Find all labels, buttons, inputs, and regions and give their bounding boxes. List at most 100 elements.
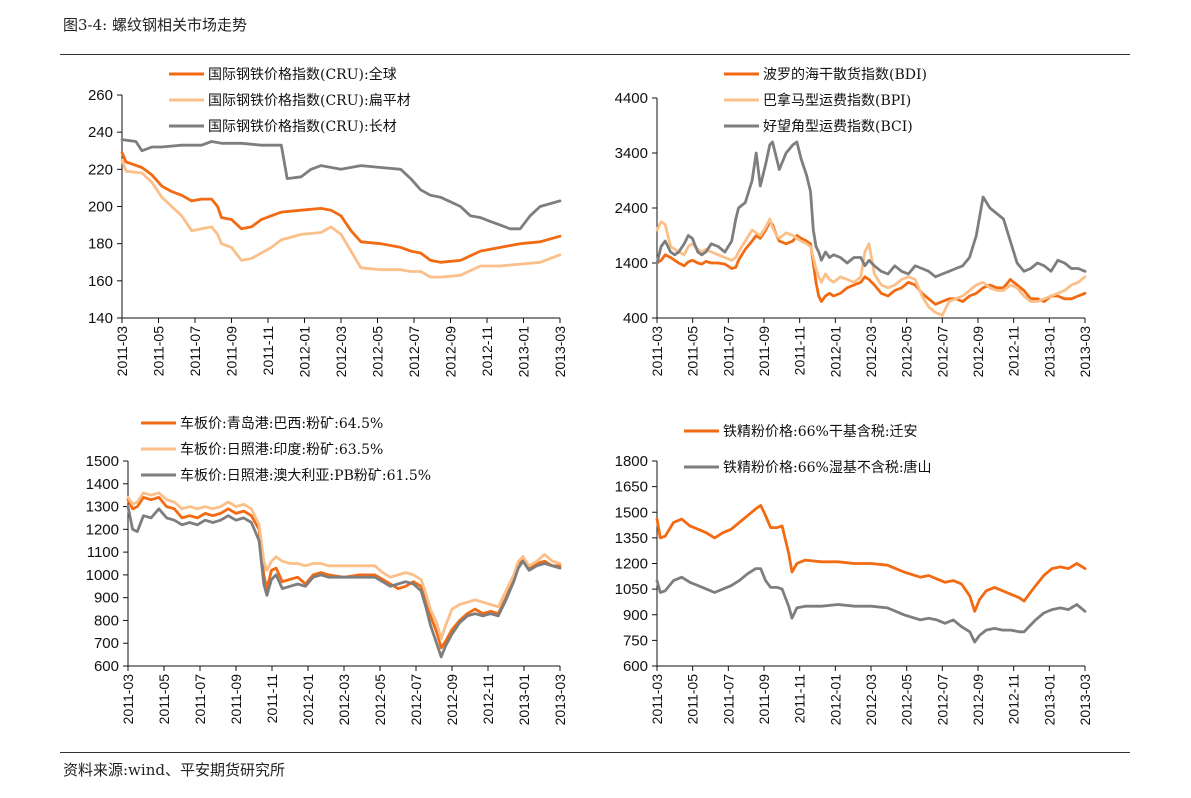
y-tick-label: 900 xyxy=(94,590,119,607)
x-tick-label: 2011-03 xyxy=(114,326,130,377)
x-tick-label: 2011-03 xyxy=(120,674,136,725)
y-tick-label: 1500 xyxy=(615,504,648,521)
chart-3: 600 700 800 900 1000 1100 1200 1300 1400 1500 2011… xyxy=(86,415,568,725)
series-line-3 xyxy=(120,138,562,231)
x-tick-label: 2013-03 xyxy=(1077,326,1093,378)
y-tick-label: 800 xyxy=(94,612,119,629)
y-tick-label: 1650 xyxy=(615,479,648,496)
x-tick-label: 2012-09 xyxy=(443,326,459,378)
x-tick-label: 2013-01 xyxy=(516,326,532,378)
x-tick-label: 2012-11 xyxy=(1006,326,1022,377)
x-tick-label: 2011-07 xyxy=(720,674,736,725)
x-tick-label: 2013-01 xyxy=(1041,674,1057,726)
y-tick-label: 240 xyxy=(88,124,113,141)
legend-label: 车板价:日照港:印度:粉矿:63.5% xyxy=(180,441,383,458)
x-tick-label: 2013-03 xyxy=(552,326,568,378)
x-tick-label: 2012-03 xyxy=(333,326,349,378)
x-tick-label: 2012-07 xyxy=(406,326,422,378)
y-tick-label: 1500 xyxy=(86,453,119,470)
figure-title: 图3-4: 螺纹钢相关市场走势 xyxy=(63,16,247,34)
legend-label: 车板价:青岛港:巴西:粉矿:64.5% xyxy=(180,415,383,432)
x-tick-label: 2012-01 xyxy=(300,674,316,726)
y-tick-label: 220 xyxy=(88,161,113,178)
y-tick-label: 1050 xyxy=(615,581,648,598)
x-tick-label: 2012-07 xyxy=(408,674,424,726)
x-tick-label: 2012-03 xyxy=(863,674,879,726)
x-tick-label: 2012-05 xyxy=(370,326,386,378)
legend-label: 巴拿马型运费指数(BPI) xyxy=(763,92,911,109)
x-tick-label: 2013-03 xyxy=(552,674,568,726)
x-tick-label: 2011-09 xyxy=(228,674,244,725)
y-tick-label: 2400 xyxy=(615,200,648,217)
x-tick-label: 2011-03 xyxy=(649,326,665,377)
series-line-1 xyxy=(655,504,1087,613)
x-tick-label: 2012-07 xyxy=(934,326,950,378)
legend-label: 国际钢铁价格指数(CRU):全球 xyxy=(208,66,397,83)
x-tick-label: 2011-09 xyxy=(756,326,772,377)
x-tick-label: 2013-03 xyxy=(1077,674,1093,726)
x-tick-label: 2011-05 xyxy=(156,674,172,725)
x-tick-label: 2011-09 xyxy=(756,674,772,725)
y-tick-label: 4400 xyxy=(615,90,648,107)
x-tick-label: 2012-09 xyxy=(444,674,460,726)
y-tick-label: 1200 xyxy=(615,556,648,573)
x-tick-label: 2012-03 xyxy=(336,674,352,726)
y-tick-label: 160 xyxy=(88,273,113,290)
x-tick-label: 2012-11 xyxy=(479,326,495,377)
series-line-1 xyxy=(655,220,1087,306)
x-tick-label: 2011-05 xyxy=(685,326,701,377)
y-tick-label: 600 xyxy=(94,658,119,675)
top-divider xyxy=(60,54,1130,55)
x-tick-label: 2012-09 xyxy=(970,674,986,726)
series-line-2 xyxy=(120,158,562,279)
source-note: 资料来源:wind、平安期货研究所 xyxy=(63,761,285,779)
x-tick-label: 2011-11 xyxy=(264,674,280,724)
y-tick-label: 1400 xyxy=(86,476,119,493)
y-tick-label: 1350 xyxy=(615,530,648,547)
x-tick-label: 2011-03 xyxy=(649,674,665,725)
series-line-2 xyxy=(655,217,1087,317)
series-line-3 xyxy=(126,505,562,659)
series-line-3 xyxy=(655,140,1087,279)
x-tick-label: 2012-03 xyxy=(863,326,879,378)
y-tick-label: 400 xyxy=(623,310,648,327)
x-tick-label: 2011-11 xyxy=(792,674,808,724)
x-tick-label: 2011-05 xyxy=(685,674,701,725)
x-tick-label: 2011-07 xyxy=(192,674,208,725)
y-tick-label: 1400 xyxy=(615,255,648,272)
x-tick-label: 2012-05 xyxy=(372,674,388,726)
legend-label: 国际钢铁价格指数(CRU):长材 xyxy=(208,119,397,135)
series-line-1 xyxy=(126,496,562,650)
series-line-2 xyxy=(126,491,562,641)
x-tick-label: 2012-09 xyxy=(970,326,986,378)
x-tick-label: 2012-05 xyxy=(899,326,915,378)
x-tick-label: 2011-11 xyxy=(792,326,808,376)
x-tick-label: 2011-11 xyxy=(260,326,276,376)
legend-label: 铁精粉价格:66%干基含税:迁安 xyxy=(723,423,918,440)
y-tick-label: 900 xyxy=(623,607,648,624)
series-line-2 xyxy=(655,567,1087,644)
series-line-1 xyxy=(120,151,562,264)
y-tick-label: 140 xyxy=(88,310,113,327)
chart-2: 400 1400 2400 3400 4400 2011-03 2011-05 2011-07… xyxy=(615,66,1093,377)
x-tick-label: 2013-01 xyxy=(516,674,532,726)
chart-1: 140 160 180 200 220 240 260 2011-03 2011-05 2011-… xyxy=(88,66,568,377)
y-tick-label: 260 xyxy=(88,87,113,104)
y-tick-label: 1000 xyxy=(86,567,119,584)
y-tick-label: 600 xyxy=(623,658,648,675)
y-tick-label: 180 xyxy=(88,236,113,253)
chart-4: 600 750 900 1050 1200 1350 1500 1650 1800 2011-03… xyxy=(615,423,1093,725)
x-tick-label: 2012-01 xyxy=(297,326,313,378)
x-tick-label: 2012-11 xyxy=(1006,674,1022,725)
y-tick-label: 200 xyxy=(88,199,113,216)
x-tick-label: 2012-01 xyxy=(827,326,843,378)
y-tick-label: 1300 xyxy=(86,499,119,516)
x-tick-label: 2013-01 xyxy=(1041,326,1057,378)
y-tick-label: 700 xyxy=(94,635,119,652)
x-tick-label: 2011-05 xyxy=(151,326,167,377)
x-tick-label: 2011-09 xyxy=(224,326,240,377)
x-tick-label: 2012-01 xyxy=(827,674,843,726)
legend-label: 好望角型运费指数(BCI) xyxy=(763,119,913,135)
bottom-divider xyxy=(60,752,1130,753)
